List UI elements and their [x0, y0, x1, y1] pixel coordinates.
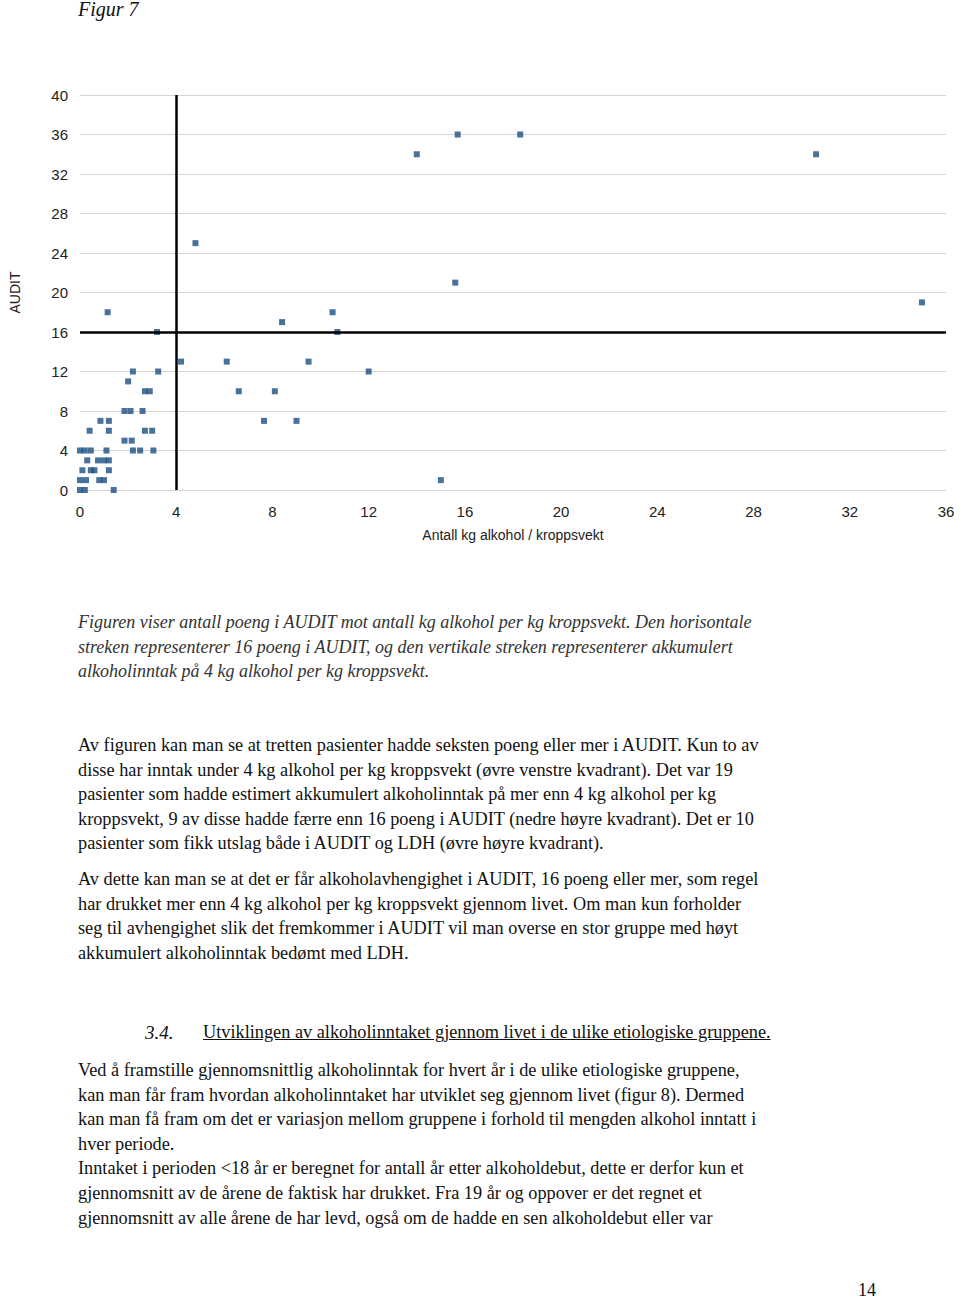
svg-text:24: 24 — [649, 503, 666, 520]
svg-text:Antall kg alkohol / kroppsvekt: Antall kg alkohol / kroppsvekt — [422, 527, 603, 543]
svg-text:16: 16 — [51, 324, 68, 341]
html-text:kan man får fram hvordan alkoh: kan man får fram hvordan alkoholinntaket… — [78, 1084, 744, 1105]
svg-text:28: 28 — [745, 503, 762, 520]
html-text:akkumulert alkoholinntak bedøm: akkumulert alkoholinntak bedømt med LDH. — [78, 942, 409, 963]
html-text:seg til avhengighet slik det f: seg til avhengighet slik det fremkommer … — [78, 918, 739, 939]
html-text:Figuren viser antall poeng i A: Figuren viser antall poeng i AUDIT mot a… — [78, 612, 752, 632]
html-text:streken representerer 16 poeng: streken representerer 16 poeng i AUDIT, … — [78, 636, 733, 657]
html-text:pasienter som hadde estimert a: pasienter som hadde estimert akkumulert … — [78, 784, 717, 805]
svg-text:24: 24 — [51, 245, 68, 262]
svg-text:AUDIT: AUDIT — [7, 271, 23, 313]
html-text:gjennomsnitt av de årene de fa: gjennomsnitt av de årene de faktisk har … — [78, 1183, 702, 1203]
svg-text:40: 40 — [51, 87, 68, 104]
svg-text:4: 4 — [172, 503, 180, 520]
svg-text:28: 28 — [51, 205, 68, 222]
html-text:gjennomsnitt av alle årene de: gjennomsnitt av alle årene de har levd, … — [78, 1207, 713, 1228]
svg-text:12: 12 — [51, 363, 68, 380]
html-text:Ved å framstille gjennomsnittl: Ved å framstille gjennomsnittlig alkohol… — [78, 1060, 740, 1080]
svg-text:20: 20 — [51, 284, 68, 301]
html-text:Inntaket i perioden <18 år er: Inntaket i perioden <18 år er beregnet f… — [78, 1158, 744, 1179]
html-text:har drukket mer enn 4 kg alkoh: har drukket mer enn 4 kg alkohol per kg … — [78, 893, 742, 914]
svg-text:32: 32 — [51, 166, 68, 183]
svg-text:8: 8 — [268, 503, 276, 520]
svg-text:32: 32 — [841, 503, 858, 520]
html-text:kroppsvekt, 9 av disse hadde f: kroppsvekt, 9 av disse hadde færre enn 1… — [78, 808, 754, 829]
svg-text:16: 16 — [457, 503, 474, 520]
svg-text:36: 36 — [938, 503, 955, 520]
svg-text:36: 36 — [51, 126, 68, 143]
html-text:alkoholinntak på 4 kg alkohol: alkoholinntak på 4 kg alkohol per kg kro… — [78, 661, 430, 682]
html-text:Av figuren kan man se at trett: Av figuren kan man se at tretten pasient… — [78, 735, 759, 755]
html-text:kan man få fram om det er vari: kan man få fram om det er variasjon mell… — [78, 1109, 757, 1130]
html-text:pasienter som fikk utslag både: pasienter som fikk utslag både i AUDIT o… — [78, 833, 604, 854]
svg-text:4: 4 — [60, 442, 68, 459]
svg-text:20: 20 — [553, 503, 570, 520]
svg-text:0: 0 — [76, 503, 84, 520]
html-text:disse har inntak under 4 kg al: disse har inntak under 4 kg alkohol per … — [78, 759, 733, 780]
html-text:Av dette kan man se at det er: Av dette kan man se at det er får alkoho… — [78, 869, 759, 889]
html-text:hver periode.: hver periode. — [78, 1133, 175, 1154]
html-text:3.4.: 3.4. — [145, 1022, 174, 1043]
svg-text:8: 8 — [60, 403, 68, 420]
html-text:Utviklingen av alkoholinntaket: Utviklingen av alkoholinntaket gjennom l… — [203, 1022, 771, 1042]
html-text:14: 14 — [858, 1280, 876, 1300]
svg-text:0: 0 — [60, 482, 68, 499]
svg-text:12: 12 — [360, 503, 377, 520]
